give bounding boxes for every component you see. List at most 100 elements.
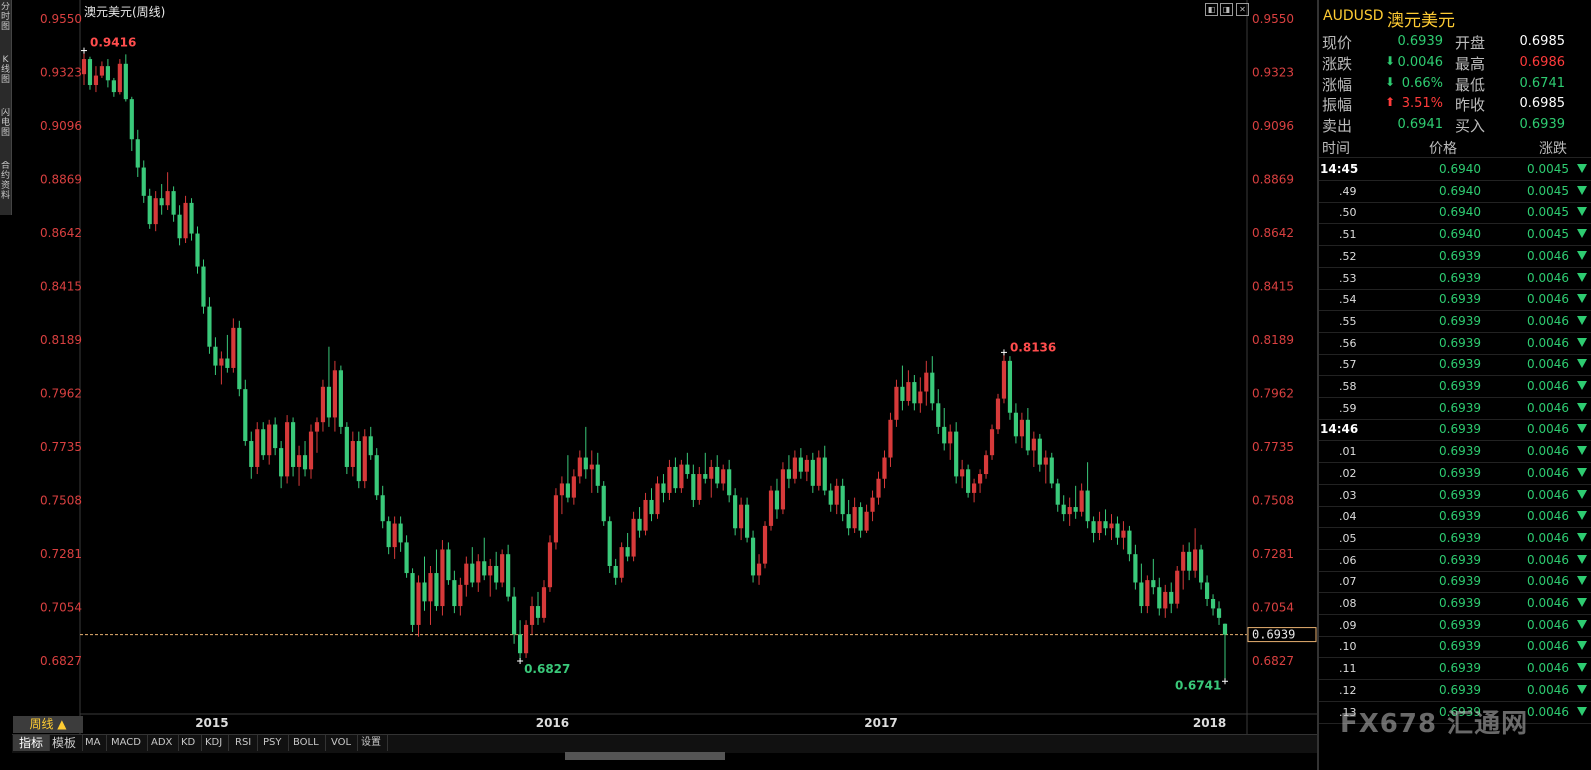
tick-change: 0.0046: [1527, 639, 1569, 654]
indicator-tab[interactable]: KDJ: [199, 735, 230, 751]
tick-row: .13 0.6939 0.0046: [1319, 702, 1591, 724]
candle-body: [296, 455, 302, 467]
tick-change: 0.0046: [1527, 400, 1569, 415]
tick-time: .13: [1339, 705, 1357, 719]
candle-body: [1157, 587, 1162, 609]
quote-field-row: 振幅 3.51% ⬆ 昨收 0.6985: [1319, 94, 1591, 115]
candle-body: [673, 466, 678, 489]
candle-body: [290, 422, 296, 467]
candle-body: [87, 59, 93, 86]
quote-field-value: 0.6941: [1397, 117, 1444, 133]
side-tab-timeshare[interactable]: 分时图: [0, 2, 10, 32]
candle-body: [972, 483, 977, 493]
tick-price: 0.6939: [1439, 444, 1481, 459]
candle-body: [416, 582, 421, 625]
indicator-tab[interactable]: MA: [79, 735, 108, 751]
candle-body: [117, 63, 122, 93]
y-tick-label-right: 0.9323: [1252, 66, 1294, 80]
indicator-tab[interactable]: 指标: [13, 735, 51, 751]
candle-body: [1085, 490, 1090, 522]
candle-body: [517, 634, 523, 654]
indicator-tab[interactable]: RSI: [229, 735, 259, 751]
tick-time: .05: [1339, 531, 1357, 545]
arrow-up-icon: ⬆: [1385, 95, 1396, 110]
tick-change: 0.0046: [1527, 704, 1569, 719]
candle-body: [774, 490, 780, 510]
restore-icon[interactable]: ◧: [1205, 3, 1218, 16]
tick-change: 0.0046: [1527, 596, 1569, 610]
quote-field-label: 开盘: [1455, 34, 1486, 52]
arrow-down-icon: [1577, 250, 1587, 260]
candle-body: [237, 327, 242, 390]
side-tab-flash[interactable]: 闪电图: [0, 108, 10, 138]
arrow-down-icon: [1577, 619, 1587, 629]
extreme-price-label: 0.6741: [1175, 678, 1221, 692]
candle-body: [1019, 419, 1024, 437]
tick-row: .52 0.6939 0.0046: [1319, 246, 1591, 268]
candle-body: [470, 563, 475, 583]
candle-body: [840, 485, 845, 515]
tick-change: 0.0046: [1527, 292, 1569, 307]
candle-body: [243, 389, 248, 442]
tick-change: 0.0045: [1527, 227, 1569, 242]
candle-body: [930, 372, 935, 404]
quote-field-value: 0.0046: [1397, 54, 1444, 70]
candlestick-chart[interactable]: 0.9550 0.9550 0.9323 0.9323 0.9096 0.9096 0.88…: [0, 0, 1317, 735]
indicator-tab[interactable]: PSY: [257, 735, 289, 751]
tick-time: .12: [1339, 683, 1357, 697]
candle-body: [721, 469, 726, 484]
extreme-price-label: 0.8136: [1010, 340, 1056, 354]
candle-body: [966, 469, 971, 493]
candle-body: [1199, 549, 1204, 583]
indicator-tab[interactable]: ADX: [145, 735, 180, 751]
indicator-tab[interactable]: MACD: [105, 735, 148, 751]
arrow-down-icon: [1577, 229, 1587, 239]
tick-price: 0.6939: [1439, 530, 1481, 545]
candle-body: [374, 455, 379, 496]
indicator-tab[interactable]: 模板: [46, 735, 84, 751]
horizontal-scrollbar[interactable]: [565, 752, 725, 760]
indicator-tab[interactable]: VOL: [325, 735, 359, 751]
candle-body: [350, 441, 355, 467]
candle-body: [1013, 412, 1019, 437]
tick-price: 0.6940: [1439, 183, 1481, 198]
indicator-tab[interactable]: KD: [175, 735, 203, 751]
candle-body: [1216, 608, 1222, 618]
maximize-icon[interactable]: ◨: [1220, 3, 1233, 16]
candle-body: [153, 198, 158, 225]
candle-body: [1031, 438, 1036, 451]
indicator-tab[interactable]: BOLL: [287, 735, 326, 751]
candle-body: [1091, 521, 1096, 533]
y-tick-label-left: 0.7508: [40, 493, 82, 507]
side-tab-contract[interactable]: 合约资料: [0, 161, 10, 201]
arrow-down-icon: [1577, 424, 1587, 434]
quote-field-value: 0.6985: [1519, 34, 1566, 49]
tick-change: 0.0046: [1527, 487, 1569, 502]
period-selector[interactable]: 周线 ▲: [13, 716, 83, 733]
candle-body: [428, 573, 433, 602]
arrow-down-icon: [1577, 641, 1587, 651]
tick-row: .02 0.6939 0.0046: [1319, 463, 1591, 485]
candle-body: [1079, 490, 1084, 512]
side-tab-kline[interactable]: K线图: [0, 55, 10, 85]
candle-body: [894, 386, 899, 420]
tick-price: 0.6939: [1439, 400, 1481, 415]
y-tick-label-left: 0.7735: [40, 440, 82, 454]
tick-row: .11 0.6939 0.0046: [1319, 658, 1591, 681]
indicator-tab[interactable]: 设置: [355, 735, 388, 751]
candle-body: [625, 547, 630, 557]
close-icon[interactable]: ✕: [1236, 3, 1249, 16]
candle-body: [679, 464, 684, 489]
candle-body: [476, 561, 481, 583]
tick-row: 14:46 0.6939 0.0046: [1319, 419, 1591, 442]
candle-body: [398, 523, 403, 543]
candle-body: [261, 429, 266, 456]
candle-body: [273, 424, 278, 449]
candle-body: [559, 483, 564, 496]
arrow-down-icon: ⬇: [1385, 53, 1396, 68]
candle-body: [643, 499, 648, 531]
candle-body: [135, 139, 140, 168]
candle-body: [846, 514, 851, 529]
candle-body: [189, 202, 194, 234]
candle-body: [864, 511, 869, 531]
